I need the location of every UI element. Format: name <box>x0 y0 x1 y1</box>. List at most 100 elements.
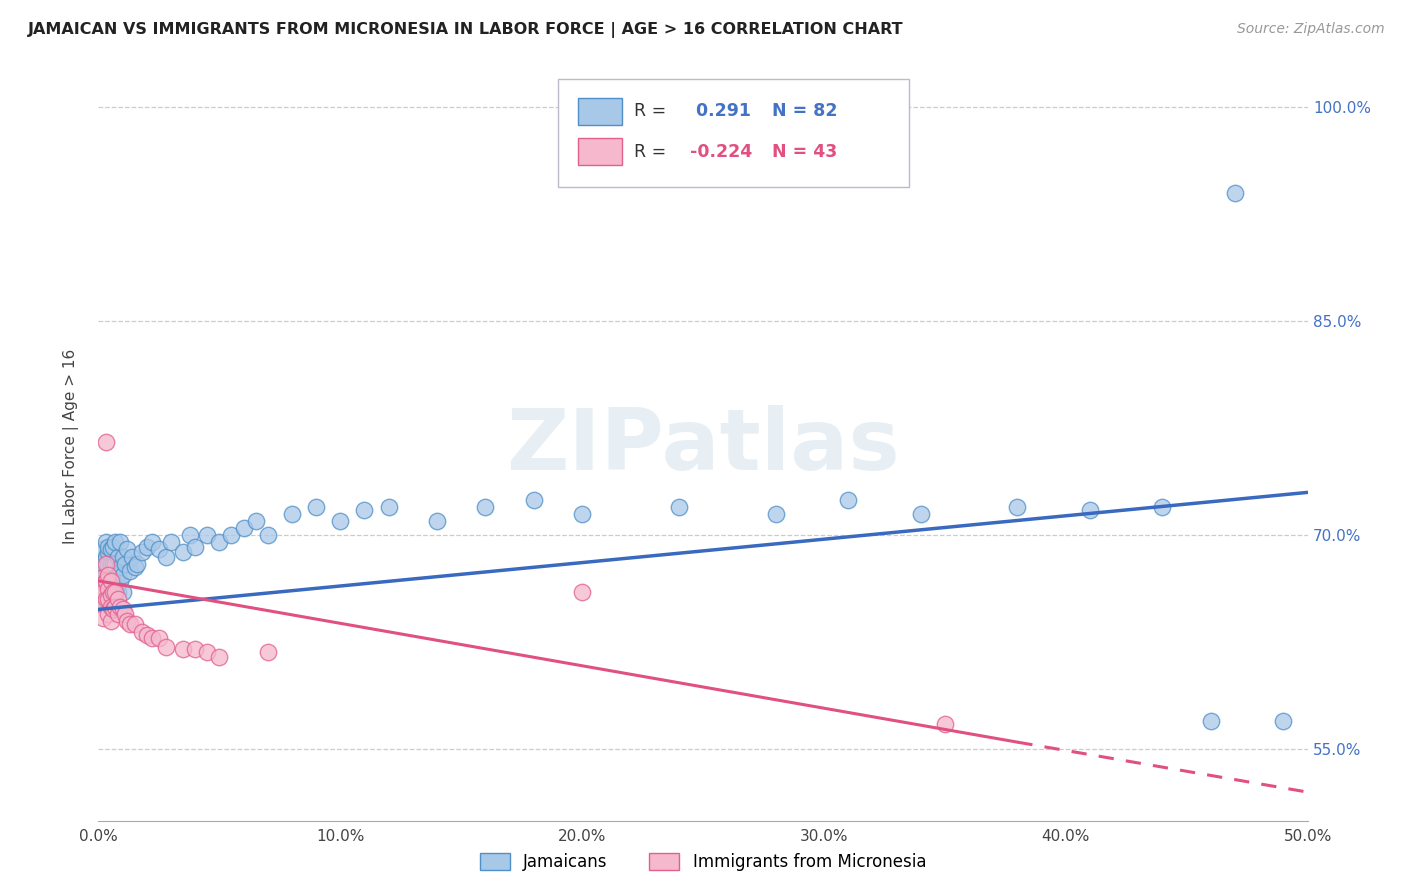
Point <box>97 607 120 621</box>
Point <box>765 507 787 521</box>
FancyBboxPatch shape <box>578 138 621 165</box>
Point <box>353 502 375 516</box>
Point <box>141 535 163 549</box>
Point <box>208 649 231 664</box>
Point <box>523 492 546 507</box>
Point <box>195 645 218 659</box>
Point <box>104 599 127 614</box>
Point <box>107 549 129 564</box>
Text: JAMAICAN VS IMMIGRANTS FROM MICRONESIA IN LABOR FORCE | AGE > 16 CORRELATION CHA: JAMAICAN VS IMMIGRANTS FROM MICRONESIA I… <box>28 22 904 38</box>
Point <box>107 568 129 582</box>
Point <box>155 549 177 564</box>
Point <box>305 500 328 514</box>
Point <box>256 645 278 659</box>
Point <box>90 588 112 602</box>
Point <box>108 535 131 549</box>
Point <box>91 571 114 585</box>
Point <box>100 568 122 582</box>
Point <box>97 540 120 554</box>
Point <box>94 549 117 564</box>
Point <box>208 535 231 549</box>
Point <box>1272 714 1295 728</box>
FancyBboxPatch shape <box>558 78 908 187</box>
Point <box>100 557 122 571</box>
Point <box>100 614 122 628</box>
Point <box>101 540 124 554</box>
Point <box>101 585 124 599</box>
Point <box>90 557 112 571</box>
Point <box>1152 500 1174 514</box>
Point <box>94 574 117 588</box>
Point <box>100 542 122 557</box>
Point <box>91 542 114 557</box>
Point <box>100 574 122 588</box>
Point <box>281 507 304 521</box>
Point <box>94 568 117 582</box>
Point <box>111 549 134 564</box>
Point <box>90 571 112 585</box>
Point <box>108 574 131 588</box>
Point <box>910 507 932 521</box>
Point <box>148 542 170 557</box>
Point <box>124 559 146 574</box>
Point <box>100 599 122 614</box>
Text: N = 82: N = 82 <box>772 102 838 120</box>
Point <box>131 625 153 640</box>
Point <box>377 500 399 514</box>
Point <box>117 614 139 628</box>
Point <box>90 585 112 599</box>
Point <box>107 607 129 621</box>
Point <box>107 585 129 599</box>
Point <box>195 528 218 542</box>
Point <box>91 585 114 599</box>
Point <box>131 545 153 559</box>
Point <box>668 500 690 514</box>
Point <box>232 521 254 535</box>
Point <box>426 514 449 528</box>
Point <box>108 559 131 574</box>
Legend: Jamaicans, Immigrants from Micronesia: Jamaicans, Immigrants from Micronesia <box>471 845 935 880</box>
Text: 0.291: 0.291 <box>690 102 751 120</box>
Text: -0.224: -0.224 <box>690 143 752 161</box>
Point <box>121 549 143 564</box>
Point <box>148 631 170 645</box>
Point <box>104 582 127 597</box>
Point <box>172 545 194 559</box>
Point <box>94 585 117 599</box>
Point <box>245 514 267 528</box>
Point <box>179 528 201 542</box>
Point <box>184 540 207 554</box>
Text: N = 43: N = 43 <box>772 143 837 161</box>
Text: R =: R = <box>634 143 666 161</box>
Point <box>97 582 120 597</box>
Point <box>135 540 157 554</box>
Point <box>94 592 117 607</box>
Point <box>256 528 278 542</box>
Point <box>221 528 243 542</box>
Point <box>118 564 141 578</box>
Point <box>91 564 114 578</box>
Point <box>837 492 859 507</box>
Point <box>101 574 124 588</box>
Point <box>160 535 183 549</box>
Point <box>114 607 136 621</box>
Point <box>90 578 112 592</box>
Point <box>111 602 134 616</box>
Point <box>1007 500 1029 514</box>
Point <box>101 557 124 571</box>
Text: Source: ZipAtlas.com: Source: ZipAtlas.com <box>1237 22 1385 37</box>
Point <box>91 611 114 625</box>
Point <box>97 545 120 559</box>
Point <box>94 557 117 571</box>
FancyBboxPatch shape <box>578 97 621 125</box>
Point <box>97 571 120 585</box>
Point <box>118 616 141 631</box>
Point <box>117 542 139 557</box>
Text: ZIPatlas: ZIPatlas <box>506 404 900 488</box>
Point <box>127 557 149 571</box>
Point <box>104 585 127 599</box>
Y-axis label: In Labor Force | Age > 16: In Labor Force | Age > 16 <box>63 349 79 543</box>
Point <box>104 535 127 549</box>
Point <box>101 585 124 599</box>
Point <box>91 557 114 571</box>
